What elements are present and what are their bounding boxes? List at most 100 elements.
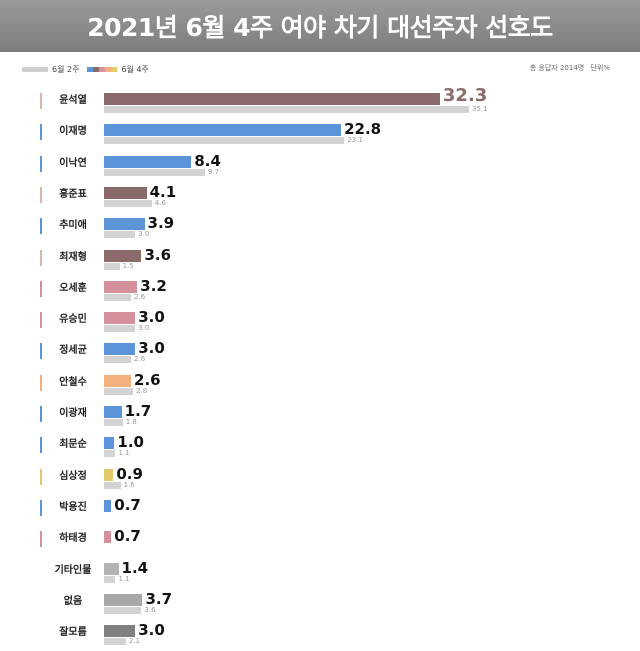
current-bar: [104, 437, 115, 450]
category-label: 기타인물: [54, 564, 92, 576]
chart-row: 정세균 3.0 2.6: [0, 338, 640, 369]
current-bar: [104, 531, 112, 544]
legend-current-swatch-segment: [105, 66, 112, 72]
previous-bar: [104, 325, 136, 333]
previous-value-label: 35.1: [472, 105, 488, 113]
category-tick: [40, 343, 42, 360]
unit-note: 단위%: [590, 64, 610, 72]
previous-bar: [104, 481, 121, 489]
current-bar: [104, 249, 142, 262]
category-label: 이낙연: [59, 157, 87, 169]
current-value-label: 32.3: [442, 85, 488, 106]
legend-previous-label: 6월 2주: [52, 64, 80, 74]
category-label: 추미애: [59, 220, 87, 232]
previous-bar: [104, 293, 132, 301]
previous-bar: [104, 356, 132, 364]
chart-row: 없음 3.7 3.6: [0, 589, 640, 620]
chart-row: 최재형 3.6 1.5: [0, 245, 640, 276]
previous-value-label: 2.8: [136, 386, 148, 395]
category-tick: [40, 374, 42, 391]
category-tick: [40, 499, 42, 516]
chart-row: 윤석열 32.3 35.1: [0, 85, 640, 119]
category-tick: [40, 280, 42, 297]
current-bar: [104, 312, 136, 325]
current-bar: [104, 374, 132, 387]
current-bar: [104, 406, 122, 418]
current-value-label: 0.9: [116, 464, 143, 483]
category-tick: [40, 531, 42, 548]
category-label: 잘모름: [59, 627, 87, 639]
chart-row: 심상정 0.9 1.6: [0, 464, 640, 495]
previous-value-label: 2.1: [128, 637, 140, 646]
category-label: 이광재: [59, 408, 87, 419]
category-label: 최문순: [59, 439, 87, 451]
current-bar: [104, 186, 147, 199]
category-label: 최재형: [59, 251, 87, 263]
current-value-label: 1.7: [124, 402, 152, 420]
current-value-label: 3.9: [147, 214, 175, 233]
category-tick: [40, 437, 42, 454]
current-bar: [104, 155, 192, 168]
category-label: 하태경: [59, 533, 87, 545]
current-value-label: 3.0: [138, 621, 165, 640]
previous-value-label: 9.7: [207, 167, 220, 176]
current-value-label: 3.2: [140, 276, 167, 295]
previous-value-label: 3.0: [138, 324, 150, 333]
category-tick: [40, 93, 42, 109]
previous-value-label: 4.6: [154, 198, 166, 207]
category-tick: [40, 468, 42, 485]
category-tick: [40, 312, 42, 329]
previous-value-label: 1.1: [118, 574, 130, 583]
category-label: 박용진: [59, 501, 87, 513]
previous-bar: [104, 387, 134, 395]
chart-row: 안철수 2.6 2.8: [0, 370, 640, 401]
chart-row: 이재명 22.8 23.1: [0, 119, 640, 150]
current-bar: [104, 562, 119, 575]
sample-size-note: 총 응답자 2014명: [529, 64, 585, 72]
chart-row: 기타인물 1.4 1.1: [0, 558, 640, 589]
previous-value-label: 2.6: [134, 292, 146, 301]
chart-row: 잘모름 3.0 2.1: [0, 620, 640, 651]
current-bar: [104, 343, 136, 356]
category-label: 심상정: [59, 470, 87, 482]
category-tick: [40, 155, 42, 172]
chart-row: 이낙연 8.4 9.7: [0, 151, 640, 182]
legend-current-swatch-segment: [93, 66, 100, 72]
chart-row: 최문순 1.0 1.1: [0, 432, 640, 463]
category-tick: [40, 186, 42, 203]
previous-bar: [104, 575, 116, 583]
chart-row: 오세훈 3.2 2.6: [0, 276, 640, 307]
previous-value-label: 3.0: [138, 230, 150, 239]
current-value-label: 3.0: [138, 308, 165, 327]
category-label: 유승민: [59, 314, 87, 326]
current-bar: [104, 218, 145, 231]
current-value-label: 3.0: [138, 339, 165, 358]
legend-previous-swatch: [22, 66, 48, 72]
current-bar: [104, 625, 136, 638]
legend-current-label: 6월 4주: [121, 64, 149, 74]
category-tick: [40, 124, 42, 141]
chart-title: 2021년 6월 4주 여야 차기 대선주자 선호도: [87, 13, 553, 42]
previous-value-label: 1.6: [123, 480, 135, 489]
current-bar: [104, 468, 114, 481]
chart-row: 하태경 0.7: [0, 526, 640, 557]
chart-note: 총 응답자 2014명 단위%: [526, 63, 610, 73]
chart-row: 홍준표 4.1 4.6: [0, 182, 640, 213]
legend-current-swatch-segment: [99, 66, 106, 72]
category-tick: [40, 218, 42, 235]
category-label: 정세균: [59, 345, 87, 357]
previous-bar: [104, 168, 205, 176]
current-bar: [104, 93, 440, 105]
current-value-label: 0.7: [114, 495, 141, 514]
legend-current-swatch: [87, 66, 118, 72]
previous-value-label: 2.6: [134, 355, 146, 364]
chart-row: 유승민 3.0 3.0: [0, 307, 640, 338]
category-label: 없음: [63, 595, 83, 607]
title-bar: 2021년 6월 4주 여야 차기 대선주자 선호도: [0, 0, 640, 52]
previous-bar: [104, 199, 152, 207]
current-value-label: 4.1: [149, 182, 177, 201]
previous-bar: [104, 231, 136, 239]
category-label: 오세훈: [59, 282, 87, 294]
current-value-label: 3.7: [145, 589, 173, 608]
current-value-label: 1.4: [121, 558, 149, 577]
